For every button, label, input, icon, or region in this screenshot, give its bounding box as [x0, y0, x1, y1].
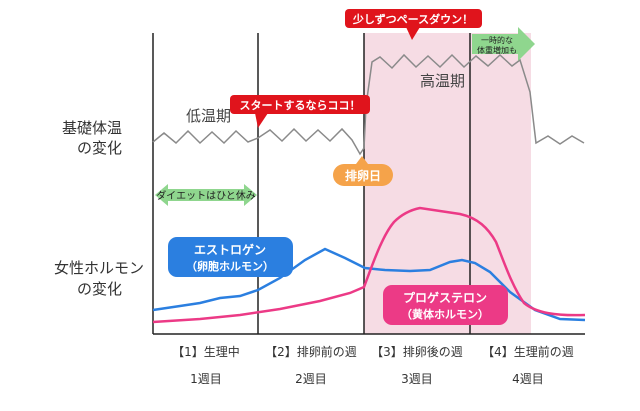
week-number-label: 4週目: [512, 372, 544, 386]
week-phase-label: 【1】生理中: [172, 344, 240, 359]
low-phase-label: 低温期: [186, 107, 231, 125]
estrogen-curve: [152, 247, 586, 322]
week-number-label: 1週目: [190, 372, 222, 386]
start-callout: スタートするならココ！: [230, 95, 370, 128]
week-phase-label: 【2】排卵前の週: [265, 344, 357, 359]
progesterone-name: プロゲステロン: [403, 290, 487, 305]
week-number-label: 2週目: [295, 372, 327, 386]
week-number-label: 3週目: [401, 372, 433, 386]
ovulation-day-text: 排卵日: [345, 168, 381, 183]
ovulation-day-badge: 排卵日: [333, 156, 393, 186]
start-callout-text: スタートするならココ！: [240, 99, 361, 112]
progesterone-label: プロゲステロン （黄体ホルモン）: [383, 285, 508, 325]
bbt-label-line1: 基礎体温: [62, 119, 122, 137]
high-phase-label: 高温期: [420, 72, 465, 90]
bbt-label-line2: の変化: [77, 139, 122, 157]
progesterone-subname: （黄体ホルモン）: [401, 307, 489, 321]
pace-down-callout: 少しずつペースダウン！: [345, 9, 482, 40]
estrogen-subname: （卵胞ホルモン）: [186, 259, 274, 273]
diet-rest-arrow: ダイエットはひと休み: [155, 184, 257, 206]
weight-gain-text-line2: 体重増加も: [477, 45, 517, 55]
diet-rest-text: ダイエットはひと休み: [156, 189, 256, 202]
week-phase-label: 【4】生理前の週: [482, 344, 574, 359]
week-phase-label: 【3】排卵後の週: [371, 345, 463, 359]
estrogen-label: エストロゲン （卵胞ホルモン）: [168, 237, 293, 277]
pace-down-callout-text: 少しずつペースダウン！: [352, 12, 473, 26]
weight-gain-text-line1: 一時的な: [481, 35, 513, 45]
progesterone-curve: [152, 206, 586, 324]
weight-gain-arrow: 一時的な 体重増加も: [472, 27, 535, 61]
estrogen-name: エストロゲン: [194, 242, 266, 257]
hormone-label-line1: 女性ホルモン: [54, 259, 144, 277]
hormone-label-line2: の変化: [77, 280, 122, 298]
